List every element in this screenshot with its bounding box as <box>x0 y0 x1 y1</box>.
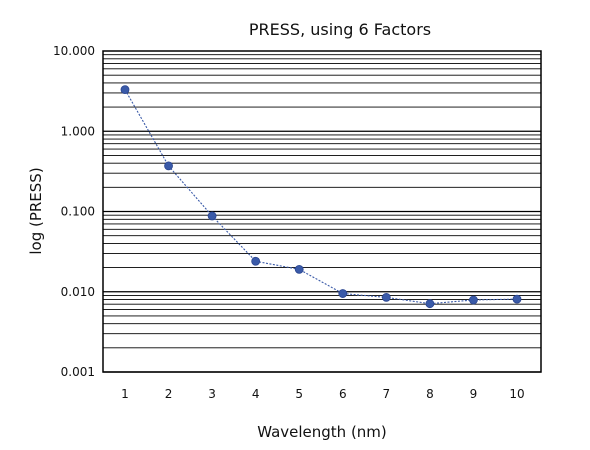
x-tick-label: 6 <box>339 387 347 401</box>
x-tick-label: 8 <box>426 387 434 401</box>
data-point <box>338 289 348 298</box>
x-tick-label: 1 <box>121 387 129 401</box>
y-axis-label: log (PRESS) <box>27 167 45 254</box>
x-axis-label: Wavelength (nm) <box>257 423 387 441</box>
y-tick-label: 0.010 <box>61 285 95 299</box>
data-point <box>294 264 304 274</box>
data-point <box>207 211 217 221</box>
series-layer <box>120 85 522 309</box>
x-tick-label: 9 <box>470 387 478 401</box>
x-tick-label: 10 <box>509 387 524 401</box>
y-tick-label: 10.000 <box>53 44 95 58</box>
data-point <box>381 293 391 302</box>
grid-layer <box>103 54 541 373</box>
x-tick-label: 2 <box>165 387 173 401</box>
x-tick-label: 7 <box>383 387 391 401</box>
x-tick-label: 4 <box>252 387 260 401</box>
data-point <box>120 85 130 95</box>
x-tick-label: 5 <box>295 387 303 401</box>
x-tick-label: 3 <box>208 387 216 401</box>
tick-labels: 0.001 0.010 0.100 1.000 10.000 1 2 3 4 5 6 7 8 9 10 <box>53 44 525 401</box>
data-point <box>164 161 173 171</box>
series-line <box>124 89 518 305</box>
data-point <box>512 294 522 304</box>
y-tick-label: 0.001 <box>61 365 95 379</box>
data-point <box>469 295 478 305</box>
chart-title: PRESS, using 6 Factors <box>249 20 431 39</box>
data-point <box>251 256 261 266</box>
y-tick-label: 0.100 <box>61 205 95 219</box>
plot-frame <box>102 50 542 373</box>
data-point <box>425 299 435 309</box>
y-tick-label: 1.000 <box>61 124 95 138</box>
